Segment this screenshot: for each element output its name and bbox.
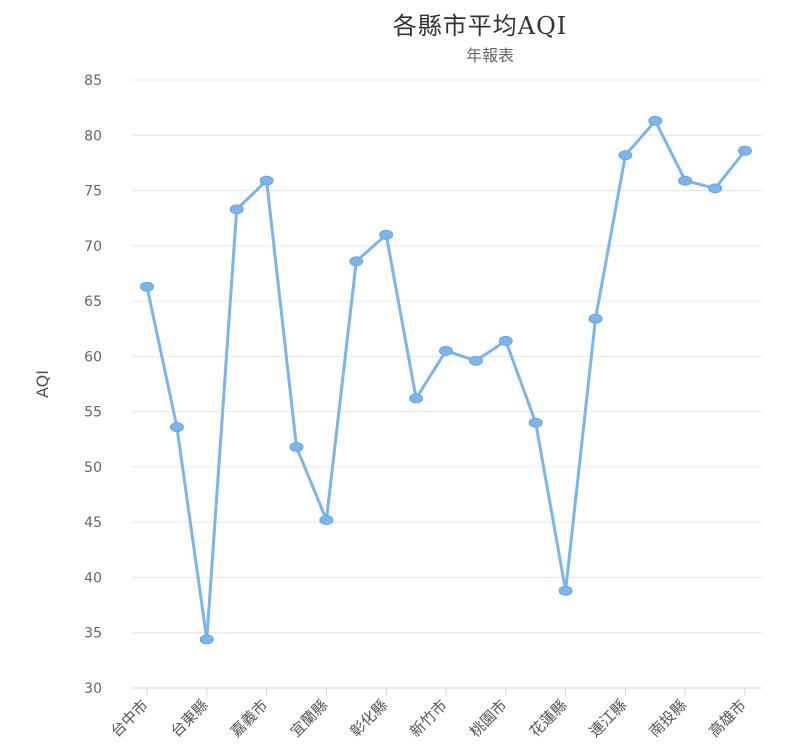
data-point[interactable]	[708, 183, 723, 194]
y-tick-label: 70	[84, 239, 102, 255]
y-tick-label: 30	[84, 681, 102, 697]
y-tick-label: 50	[84, 460, 102, 476]
data-point[interactable]	[199, 634, 214, 645]
data-point[interactable]	[379, 229, 394, 240]
y-tick-label: 80	[84, 128, 102, 144]
data-point[interactable]	[618, 150, 633, 161]
data-point[interactable]	[588, 313, 603, 324]
data-point[interactable]	[169, 422, 184, 433]
data-point[interactable]	[558, 585, 573, 596]
y-tick-label: 75	[84, 184, 102, 200]
data-point[interactable]	[259, 175, 274, 186]
series-line	[145, 119, 747, 641]
series-layer	[140, 115, 752, 645]
x-tick-label: 花蓮縣	[526, 696, 571, 741]
y-tick-label: 35	[84, 626, 102, 642]
x-tick-label: 宜蘭縣	[287, 696, 332, 741]
y-tick-label: 40	[84, 570, 102, 586]
chart-title: 各縣市平均AQI	[392, 12, 568, 40]
x-tick-label: 彰化縣	[346, 696, 391, 741]
y-axis-title: AQI	[33, 370, 52, 398]
x-tick-label: 台東縣	[167, 696, 212, 741]
data-point[interactable]	[528, 417, 543, 428]
data-point[interactable]	[498, 335, 513, 346]
x-tick-label: 高雄市	[705, 696, 750, 741]
data-point[interactable]	[678, 175, 693, 186]
data-point[interactable]	[468, 355, 483, 366]
axis-layer: 30 35 40 45 50 55 60 65 70 75 80 85 台中市 台東縣 嘉義市 宜蘭縣 彰化縣新…	[84, 73, 762, 741]
data-point[interactable]	[289, 442, 304, 453]
data-point[interactable]	[648, 115, 663, 126]
x-tick-label: 新竹市	[406, 696, 451, 741]
data-point[interactable]	[229, 204, 244, 215]
data-point[interactable]	[409, 393, 424, 404]
data-point[interactable]	[140, 281, 154, 292]
y-tick-label: 45	[84, 515, 102, 531]
data-point[interactable]	[319, 514, 334, 525]
x-tick-label: 桃園市	[466, 696, 511, 741]
data-point[interactable]	[349, 256, 364, 267]
y-tick-label: 60	[84, 349, 102, 365]
data-point[interactable]	[439, 345, 453, 356]
y-tick-label: 55	[84, 405, 102, 421]
y-tick-label: 85	[84, 73, 102, 89]
y-tick-label: 65	[84, 294, 102, 310]
x-tick-label: 台中市	[107, 696, 152, 741]
grid-layer	[132, 79, 762, 634]
chart-subtitle: 年報表	[465, 46, 514, 65]
x-tick-label: 連江縣	[586, 696, 631, 741]
data-point[interactable]	[738, 145, 752, 156]
x-tick-label: 南投縣	[645, 696, 690, 741]
x-tick-label: 嘉義市	[227, 696, 272, 741]
